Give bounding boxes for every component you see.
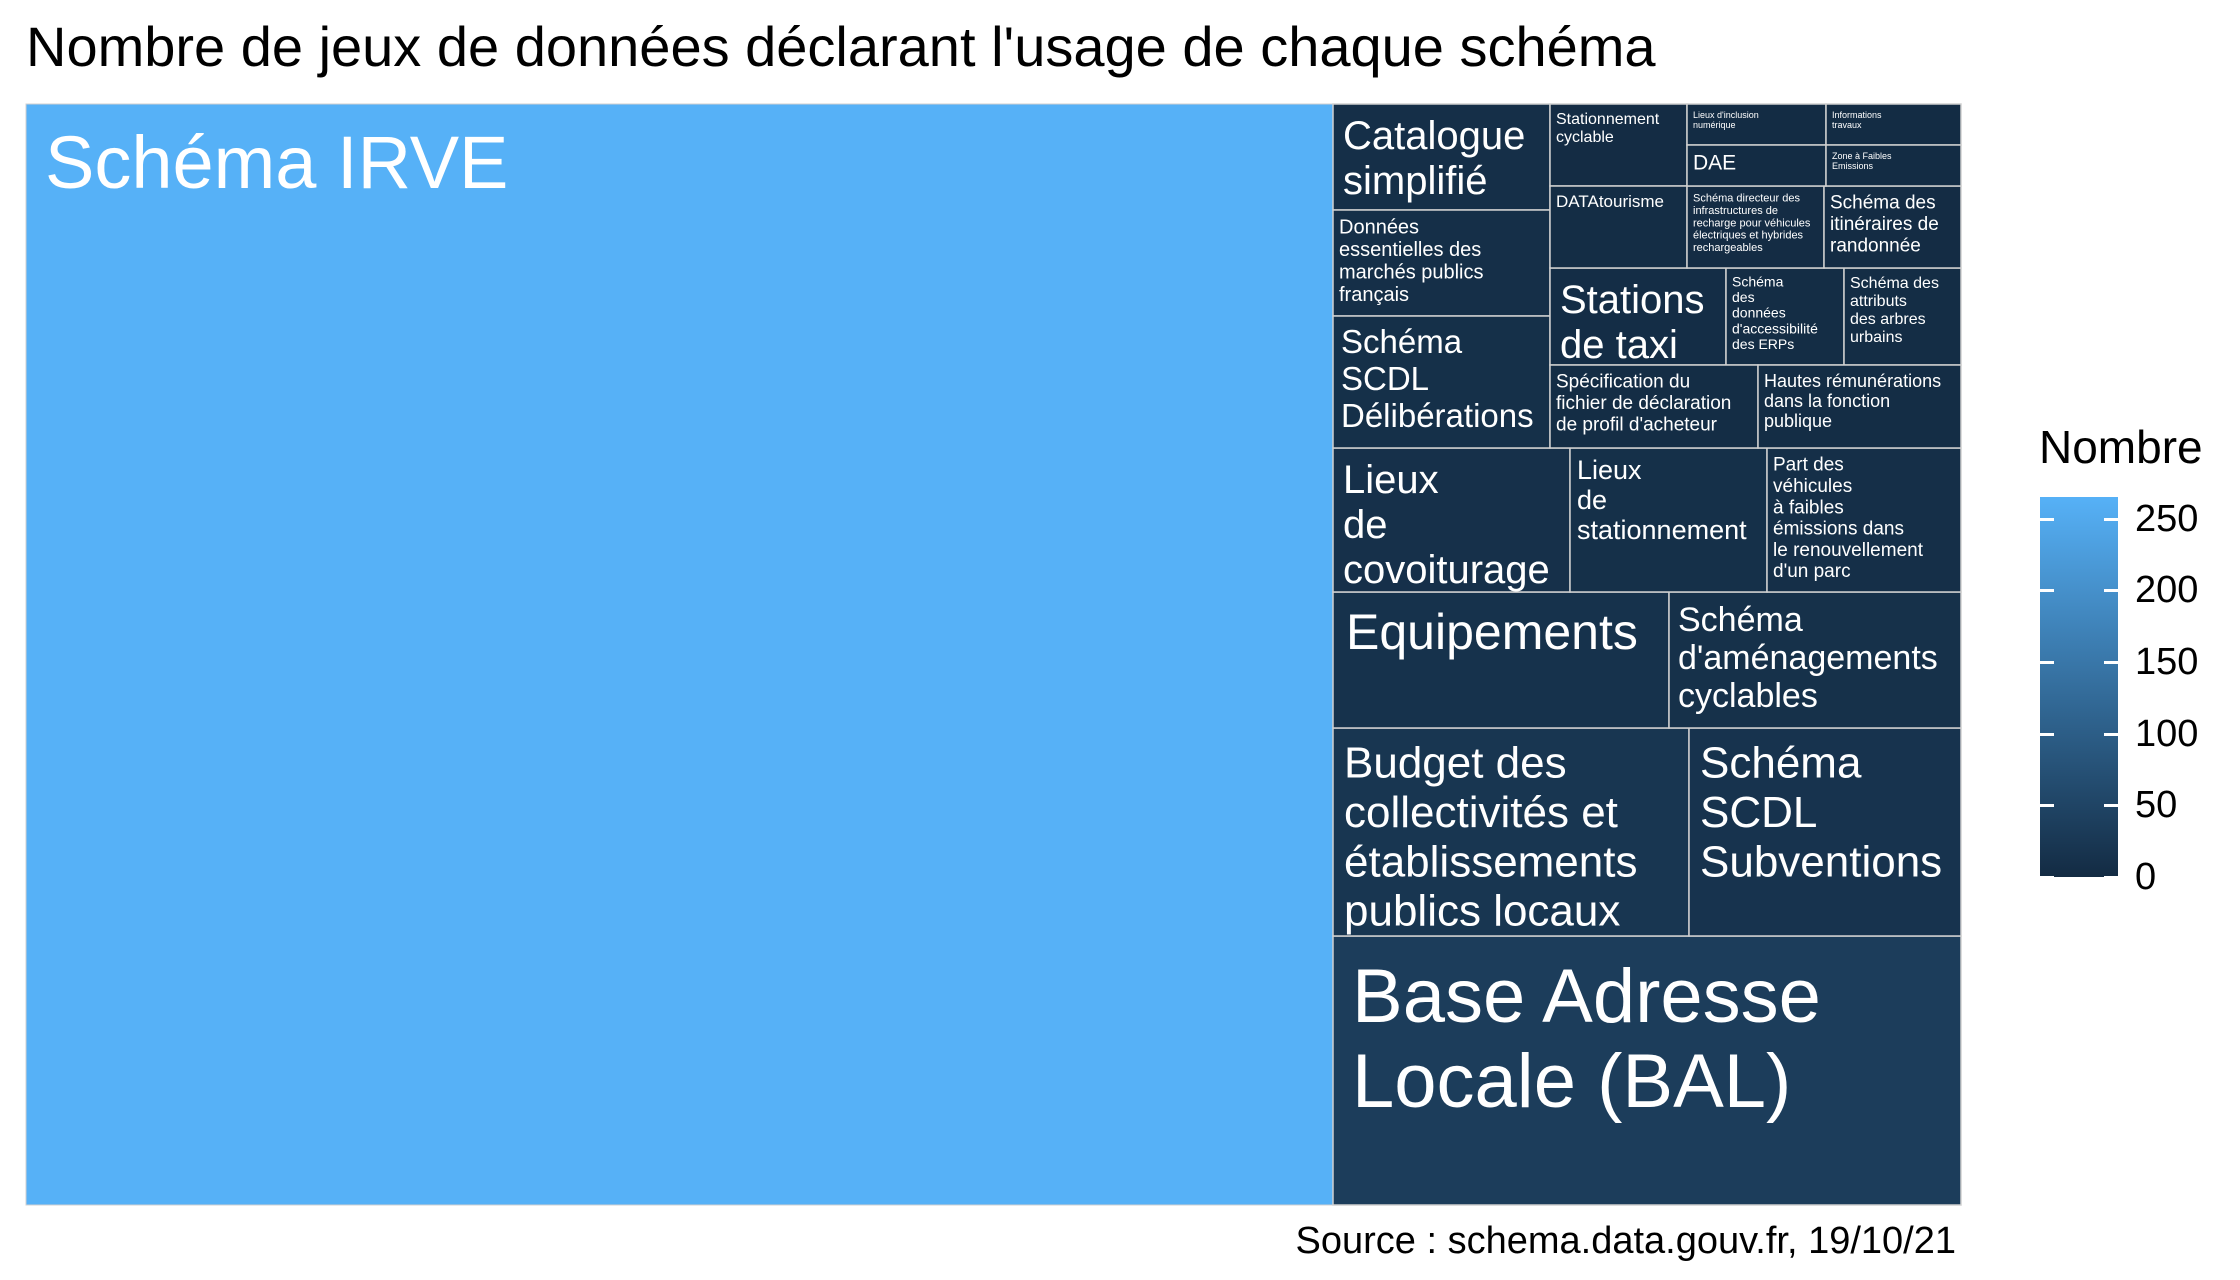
tile-label-part-des-vehicules-a-faibles-emissions-dans-le-renouvellement-d-un-parc: Part des véhicules à faibles émissions dans… — [1773, 455, 1924, 582]
tile-schema-scdl-deliberations — [1332, 315, 1551, 449]
tile-label-stationnement-cyclable: Stationnement cyclable — [1556, 111, 1660, 146]
tile-schema-d-amenagements-cyclables — [1668, 591, 1962, 729]
legend-tick-label: 100 — [2135, 712, 2199, 755]
tile-label-schema-des-itineraires-de-randonnee: Schéma des itinéraires de randonnée — [1830, 193, 1939, 257]
legend-tick-label: 150 — [2135, 640, 2199, 683]
tile-equipements — [1332, 591, 1670, 729]
tile-label-hautes-remunerations-dans-la-fonction-publique: Hautes rémunérations dans la fonction publ… — [1764, 371, 1941, 431]
tile-hautes-remunerations-dans-la-fonction-publique — [1757, 364, 1962, 449]
tile-label-dae: DAE — [1693, 151, 1736, 174]
legend-tick-left — [2040, 804, 2054, 808]
legend-tick-label: 0 — [2135, 856, 2157, 898]
tile-label-schema-des-donnees-d-accessibilite-des-erps: Schéma des données d'accessibilité des ERPs — [1732, 273, 1818, 352]
tile-base-adresse-locale-bal — [1332, 935, 1962, 1206]
tile-schema-irve — [25, 103, 1334, 1206]
source-caption: Source : schema.data.gouv.fr, 19/10/21 — [1295, 1220, 1957, 1262]
tile-label-zone-a-faibles-emissions: Zone à Faibles Emissions — [1832, 151, 1892, 171]
legend-tick-label: 50 — [2135, 784, 2178, 827]
tile-label-lieux-de-stationnement: Lieux de stationnement — [1577, 455, 1747, 545]
legend-tick-right — [2104, 660, 2118, 664]
legend-tick-left — [2040, 660, 2054, 664]
legend-tick-label: 200 — [2135, 569, 2199, 612]
tile-schema-des-donnees-d-accessibilite-des-erps — [1725, 267, 1845, 366]
legend-colorbar — [2040, 497, 2118, 877]
tile-lieux-de-stationnement — [1569, 447, 1768, 593]
legend-tick-left — [2040, 876, 2054, 879]
tile-label-schema-irve: Schéma IRVE — [45, 121, 508, 204]
tile-label-catalogue-simplifie: Catalogue simplifié — [1343, 114, 1525, 203]
legend-tick-right — [2104, 517, 2118, 521]
tile-label-lieux-de-covoiturage: Lieux de covoiturage — [1343, 458, 1550, 592]
legend-title: Nombre — [2039, 421, 2203, 473]
tile-lieux-de-covoiturage — [1332, 447, 1571, 593]
legend-tick-label: 250 — [2135, 497, 2199, 540]
tile-specification-du-fichier-de-declaration-de-profil-d-acheteur — [1549, 364, 1759, 449]
tile-label-lieux-d-inclusion-numerique: Lieux d'inclusion numérique — [1693, 110, 1759, 130]
legend-tick-right — [2104, 876, 2118, 879]
tile-schema-directeur-des-infrastructures-de-recharge-pour-vehicules-electriques-et-hybrides-rechargeables — [1686, 185, 1825, 269]
tile-label-schema-d-amenagements-cyclables: Schéma d'aménagements cyclables — [1678, 601, 1938, 715]
tile-schema-des-itineraires-de-randonnee — [1823, 185, 1962, 269]
tile-label-specification-du-fichier-de-declaration-de-profil-d-acheteur: Spécification du fichier de déclaration de… — [1556, 372, 1731, 436]
tile-schema-scdl-subventions — [1688, 727, 1962, 937]
tile-label-schema-directeur-des-infrastructures-de-recharge-pour-vehicules-electriques-et-hybrides-rechargeables: Schéma directeur des infrastructures de re… — [1693, 193, 1811, 254]
tile-label-donnees-essentielles-des-marches-publics-francais: Données essentielles des marchés publics fr… — [1339, 217, 1484, 306]
tile-part-des-vehicules-a-faibles-emissions-dans-le-renouvellement-d-un-parc — [1766, 447, 1962, 593]
tile-zone-a-faibles-emissions — [1825, 144, 1962, 187]
tile-schema-des-attributs-des-arbres-urbains — [1843, 267, 1962, 366]
tile-datatourisme — [1549, 185, 1688, 269]
tile-dae — [1686, 144, 1827, 187]
tile-catalogue-simplifie — [1332, 103, 1551, 211]
tile-label-base-adresse-locale-bal: Base Adresse Locale (BAL) — [1352, 954, 1821, 1124]
tile-label-schema-scdl-deliberations: Schéma SCDL Délibérations — [1341, 323, 1534, 434]
legend-tick-left — [2040, 732, 2054, 736]
tile-label-schema-scdl-subventions: Schéma SCDL Subventions — [1700, 739, 1942, 887]
legend-tick-left — [2040, 589, 2054, 593]
tile-informations-travaux — [1825, 103, 1962, 146]
tile-label-schema-des-attributs-des-arbres-urbains: Schéma des attributs des arbres urbains — [1850, 275, 1939, 346]
legend-tick-left — [2040, 517, 2054, 521]
tile-label-budget-des-collectivites-et-etablissements-publics-locaux: Budget des collectivités et établissements… — [1344, 739, 1637, 936]
chart-title: Nombre de jeux de données déclarant l'us… — [26, 15, 1656, 78]
legend-tick-right — [2104, 589, 2118, 593]
legend-tick-right — [2104, 732, 2118, 736]
tile-label-informations-travaux: Informations travaux — [1832, 110, 1882, 130]
tile-label-equipements: Equipements — [1346, 604, 1638, 660]
legend-tick-right — [2104, 804, 2118, 808]
tile-label-datatourisme: DATAtourisme — [1556, 192, 1664, 211]
tile-label-stations-de-taxi: Stations de taxi — [1560, 278, 1705, 367]
